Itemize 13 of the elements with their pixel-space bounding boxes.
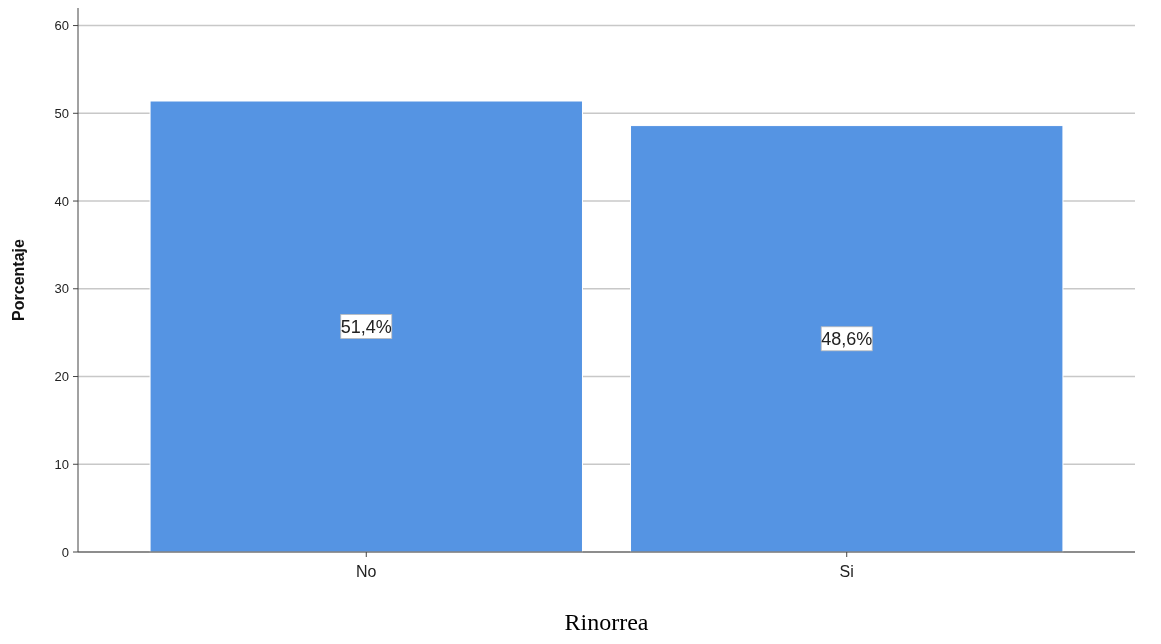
x-tick-label: No bbox=[356, 563, 377, 580]
y-tick-label: 40 bbox=[54, 193, 69, 209]
data-label: 48,6% bbox=[821, 328, 873, 349]
x-axis-title: Rinorrea bbox=[564, 609, 649, 635]
y-tick-label: 20 bbox=[54, 369, 69, 385]
y-tick-label: 60 bbox=[54, 18, 69, 34]
x-tick-label: Si bbox=[839, 563, 854, 580]
y-tick-label: 30 bbox=[54, 281, 69, 297]
y-tick-label: 10 bbox=[54, 456, 69, 472]
data-label: 51,4% bbox=[340, 316, 392, 337]
y-tick-label: 0 bbox=[61, 544, 69, 560]
y-axis-title: Porcentaje bbox=[10, 238, 27, 321]
y-tick-label: 50 bbox=[54, 105, 69, 121]
